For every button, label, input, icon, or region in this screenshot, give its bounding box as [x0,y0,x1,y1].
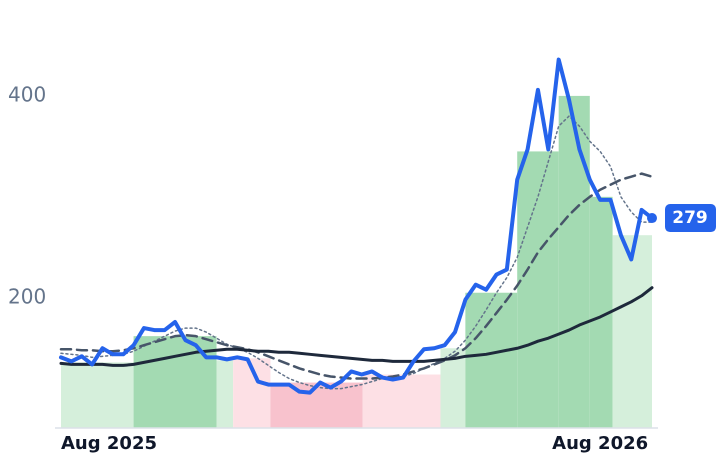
regime-band [465,292,518,428]
regime-band [589,196,613,428]
series-line [59,286,654,367]
series-line [60,115,653,390]
series-line [59,57,654,395]
series-line [59,172,654,380]
last-value-label: 279 [672,208,708,228]
y-tick-label: 400 [8,82,46,106]
x-tick-label: Aug 2026 [552,433,648,454]
x-tick-label: Aug 2025 [61,433,157,454]
last-point [647,213,657,224]
last-value-badge [665,204,716,233]
regime-band [362,374,441,428]
regime-band [517,151,559,428]
regime-band [612,235,652,428]
regime-band [133,336,217,428]
y-tick-label: 200 [8,284,46,308]
regime-band [270,382,363,428]
regime-band [61,362,134,428]
regime-band [216,360,234,428]
regime-band [558,95,590,428]
